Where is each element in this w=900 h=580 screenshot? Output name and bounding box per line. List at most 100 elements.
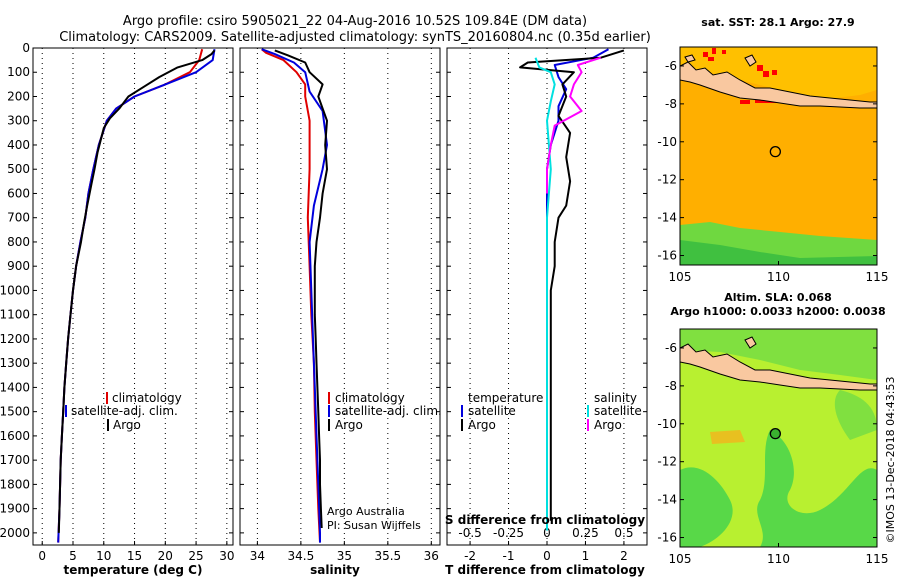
difference-panel: -2 -1 0 1 2 -0.5 -0.25 0 0.25 0.5 T difference fr… bbox=[445, 47, 648, 577]
figure-title-line2: Climatology: CARS2009. Satellite-adjuste… bbox=[59, 30, 651, 45]
temperature-series bbox=[57, 48, 216, 543]
legend-label-temp-satellite: satellite bbox=[468, 404, 516, 418]
sla-field-north bbox=[680, 329, 877, 380]
y-tick-label: 1900 bbox=[0, 502, 30, 516]
salinity-panel: 34 34.5 35 35.5 36 salinity climatology sate… bbox=[239, 47, 442, 577]
map-y-tick-label: -12 bbox=[657, 455, 677, 469]
legend-label-argo: Argo bbox=[113, 418, 141, 432]
x-tick-label: 20 bbox=[158, 549, 173, 563]
y-tick-label: 600 bbox=[7, 186, 30, 200]
x-tick-label: 0 bbox=[543, 549, 551, 563]
temperature-ticks: 0 5 10 15 20 25 300100200300400500600700800900… bbox=[0, 41, 234, 563]
sla-field-low bbox=[757, 430, 877, 547]
series-salinity-satellite bbox=[534, 57, 556, 531]
difference-top-axis-label: S difference from climatology bbox=[445, 513, 645, 527]
difference-xlabel: T difference from climatology bbox=[445, 563, 645, 577]
temperature-plot-frame bbox=[32, 47, 234, 546]
y-tick-label: 2000 bbox=[0, 526, 30, 540]
sst-map-image bbox=[680, 47, 877, 265]
y-tick-label: 1600 bbox=[0, 429, 30, 443]
salinity-legend: climatology satellite-adj. clim. Argo bbox=[328, 391, 442, 432]
island-land bbox=[684, 54, 696, 63]
copyright-label: ©IMOS 13-Dec-2018 04:43:53 bbox=[884, 377, 897, 544]
y-tick-label: 1500 bbox=[0, 405, 30, 419]
sla-map-title-line1: Altim. SLA: 0.068 bbox=[724, 291, 831, 304]
series-satellite-adj-clim bbox=[261, 48, 328, 543]
temperature-legend: climatology satellite-adj. clim. Argo bbox=[65, 391, 182, 432]
y-tick-label: 500 bbox=[7, 162, 30, 176]
legend-label-climatology: climatology bbox=[112, 391, 182, 405]
island-land bbox=[744, 336, 757, 349]
x-tick-label: 1 bbox=[582, 549, 590, 563]
map-y-tick-label: -16 bbox=[657, 531, 677, 545]
y-tick-label: 1200 bbox=[0, 332, 30, 346]
profile-location-marker bbox=[769, 145, 781, 158]
y-tick-label: 200 bbox=[7, 89, 30, 103]
y-tick-label: 700 bbox=[7, 211, 30, 225]
top-tick-label: 0.25 bbox=[572, 526, 599, 540]
map-x-tick-label: 105 bbox=[669, 270, 692, 284]
temperature-panel: 0 5 10 15 20 25 300100200300400500600700800900… bbox=[0, 41, 234, 577]
map-x-tick-label: 110 bbox=[767, 270, 790, 284]
legend-label-satellite-adj: satellite-adj. clim. bbox=[71, 404, 178, 418]
y-tick-label: 800 bbox=[7, 235, 30, 249]
sla-map-ticks: 105 110 115 -6 -8 -10 -12 -14 -16 bbox=[657, 341, 888, 566]
map-y-tick-label: -16 bbox=[657, 249, 677, 263]
y-tick-label: 400 bbox=[7, 138, 30, 152]
difference-legend: temperature satellite Argo salinity sate… bbox=[461, 391, 642, 432]
y-tick-label: 100 bbox=[7, 65, 30, 79]
credit-line1: Argo Australia bbox=[327, 505, 405, 518]
y-tick-label: 0 bbox=[22, 41, 30, 55]
y-tick-label: 300 bbox=[7, 114, 30, 128]
legend-label-sal-satellite: satellite bbox=[594, 404, 642, 418]
map-y-tick-label: -12 bbox=[657, 173, 677, 187]
legend-label-satellite-adj: satellite-adj. clim. bbox=[335, 404, 442, 418]
series-salinity-argo bbox=[546, 56, 602, 194]
y-tick-label: 1700 bbox=[0, 453, 30, 467]
difference-series bbox=[519, 48, 625, 531]
y-tick-label: 1100 bbox=[0, 308, 30, 322]
x-tick-label: 25 bbox=[188, 549, 203, 563]
difference-ticks: -2 -1 0 1 2 -0.5 -0.25 0 0.25 0.5 bbox=[447, 47, 647, 563]
sla-map-title-line2: Argo h1000: 0.0033 h2000: 0.0038 bbox=[670, 305, 885, 318]
map-y-tick-label: -14 bbox=[657, 211, 677, 225]
map-y-tick-label: -10 bbox=[657, 135, 677, 149]
y-tick-label: 1000 bbox=[0, 283, 30, 297]
x-tick-label: 0 bbox=[38, 549, 46, 563]
x-tick-label: 2 bbox=[620, 549, 628, 563]
island-land bbox=[744, 54, 757, 67]
legend-label-sal-argo: Argo bbox=[594, 418, 622, 432]
x-tick-label: 35.5 bbox=[374, 549, 401, 563]
salinity-xlabel: salinity bbox=[310, 563, 360, 577]
top-tick-label: 0.5 bbox=[614, 526, 633, 540]
sla-map-panel: Altim. SLA: 0.068 Argo h1000: 0.0033 h20… bbox=[657, 291, 888, 566]
x-tick-label: -1 bbox=[503, 549, 515, 563]
x-tick-label: 35 bbox=[337, 549, 352, 563]
temperature-xlabel: temperature (deg C) bbox=[64, 563, 203, 577]
map-y-tick-label: -6 bbox=[665, 59, 677, 73]
y-tick-label: 900 bbox=[7, 259, 30, 273]
legend-heading-temperature: temperature bbox=[468, 391, 543, 405]
map-x-tick-label: 110 bbox=[767, 552, 790, 566]
top-tick-label: -0.25 bbox=[493, 526, 524, 540]
sla-field-low bbox=[834, 390, 877, 440]
map-y-tick-label: -8 bbox=[665, 379, 677, 393]
legend-label-argo: Argo bbox=[335, 418, 363, 432]
salinity-ticks: 34 34.5 35 35.5 36 bbox=[240, 47, 440, 563]
profile-location-marker bbox=[769, 427, 781, 440]
series-temperature-argo bbox=[519, 49, 625, 521]
top-tick-label: 0 bbox=[543, 526, 551, 540]
map-y-tick-label: -10 bbox=[657, 417, 677, 431]
sst-cooler-field bbox=[680, 240, 877, 265]
legend-label-climatology: climatology bbox=[335, 391, 405, 405]
map-x-tick-label: 105 bbox=[669, 552, 692, 566]
y-tick-label: 1300 bbox=[0, 356, 30, 370]
credit-line2: PI: Susan Wijffels bbox=[327, 519, 421, 532]
figure-title-line1: Argo profile: csiro 5905021_22 04-Aug-20… bbox=[123, 14, 587, 29]
x-tick-label: 10 bbox=[96, 549, 111, 563]
y-tick-label: 1800 bbox=[0, 477, 30, 491]
top-tick-label: -0.5 bbox=[458, 526, 481, 540]
x-tick-label: 34.5 bbox=[288, 549, 315, 563]
map-y-tick-label: -8 bbox=[665, 97, 677, 111]
sla-field-low bbox=[680, 467, 733, 547]
